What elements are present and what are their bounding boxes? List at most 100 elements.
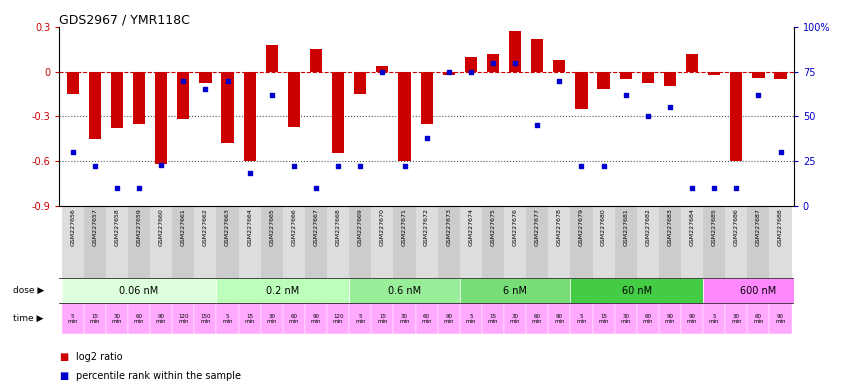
Bar: [637, 205, 659, 278]
Text: 15
min: 15 min: [90, 313, 100, 324]
Bar: [769, 205, 791, 278]
Text: 5
min: 5 min: [576, 313, 587, 324]
Bar: [261, 205, 283, 278]
Bar: [266, 45, 278, 71]
Text: GSM227663: GSM227663: [225, 208, 230, 246]
Bar: [708, 71, 720, 74]
Point: [243, 170, 256, 177]
Text: 5
min: 5 min: [465, 313, 476, 324]
Bar: [774, 71, 787, 79]
Text: 5
min: 5 min: [355, 313, 366, 324]
Bar: [349, 205, 371, 278]
Point: [66, 149, 80, 155]
Point: [707, 185, 721, 191]
Text: 60 nM: 60 nM: [621, 286, 652, 296]
Bar: [371, 205, 393, 278]
Text: GSM227681: GSM227681: [623, 208, 628, 245]
Text: 0.6 nM: 0.6 nM: [388, 286, 421, 296]
Bar: [615, 205, 637, 278]
Text: ■: ■: [59, 371, 69, 381]
Text: GSM227675: GSM227675: [491, 208, 496, 246]
Bar: [703, 205, 725, 278]
Text: 30
min: 30 min: [267, 313, 277, 324]
Text: GDS2967 / YMR118C: GDS2967 / YMR118C: [59, 14, 190, 27]
Bar: [172, 205, 194, 278]
Bar: [747, 205, 769, 278]
Text: GSM227672: GSM227672: [424, 208, 429, 246]
Bar: [571, 278, 703, 303]
Text: GSM227673: GSM227673: [447, 208, 451, 246]
Text: 90
min: 90 min: [443, 313, 454, 324]
Text: 60
min: 60 min: [532, 313, 543, 324]
Bar: [593, 303, 615, 334]
Text: GSM227665: GSM227665: [269, 208, 274, 245]
Text: 60
min: 60 min: [643, 313, 653, 324]
Text: GSM227680: GSM227680: [601, 208, 606, 245]
Text: GSM227662: GSM227662: [203, 208, 208, 246]
Text: GSM227661: GSM227661: [181, 208, 186, 245]
Text: 90
min: 90 min: [311, 313, 321, 324]
Text: GSM227668: GSM227668: [335, 208, 340, 245]
Point: [309, 185, 323, 191]
Text: log2 ratio: log2 ratio: [76, 352, 123, 362]
Text: 0.06 nM: 0.06 nM: [120, 286, 159, 296]
Bar: [703, 278, 813, 303]
Bar: [526, 303, 548, 334]
Bar: [686, 54, 698, 71]
Bar: [576, 71, 588, 109]
Bar: [393, 303, 415, 334]
Bar: [747, 303, 769, 334]
Bar: [200, 71, 211, 83]
Bar: [106, 303, 128, 334]
Bar: [482, 303, 504, 334]
Bar: [482, 205, 504, 278]
Point: [509, 60, 522, 66]
Text: GSM227679: GSM227679: [579, 208, 584, 246]
Bar: [349, 278, 460, 303]
Point: [110, 185, 124, 191]
Bar: [509, 31, 521, 71]
Bar: [548, 205, 571, 278]
Bar: [393, 205, 415, 278]
Bar: [637, 303, 659, 334]
Bar: [332, 71, 344, 154]
Text: GSM227688: GSM227688: [778, 208, 783, 245]
Bar: [310, 49, 322, 71]
Bar: [155, 71, 167, 164]
Point: [353, 163, 367, 169]
Bar: [177, 71, 189, 119]
Bar: [659, 303, 681, 334]
Text: 600 nM: 600 nM: [740, 286, 777, 296]
Text: GSM227658: GSM227658: [115, 208, 120, 245]
Bar: [571, 205, 593, 278]
Point: [88, 163, 102, 169]
Bar: [659, 205, 681, 278]
Point: [442, 68, 456, 74]
Text: 0.2 nM: 0.2 nM: [267, 286, 300, 296]
Bar: [305, 303, 327, 334]
Text: 30
min: 30 min: [510, 313, 520, 324]
Bar: [615, 303, 637, 334]
Text: dose ▶: dose ▶: [13, 286, 44, 295]
Bar: [398, 71, 411, 161]
Point: [177, 78, 190, 84]
Text: 5
min: 5 min: [222, 313, 233, 324]
Point: [729, 185, 743, 191]
Text: GSM227659: GSM227659: [137, 208, 142, 246]
Text: 120
min: 120 min: [333, 313, 343, 324]
Text: GSM227656: GSM227656: [70, 208, 76, 245]
Bar: [194, 303, 216, 334]
Bar: [222, 71, 233, 143]
Text: GSM227677: GSM227677: [535, 208, 540, 246]
Text: 30
min: 30 min: [399, 313, 410, 324]
Text: GSM227660: GSM227660: [159, 208, 164, 245]
Text: GSM227685: GSM227685: [711, 208, 717, 245]
Bar: [681, 205, 703, 278]
Bar: [128, 205, 150, 278]
Bar: [327, 303, 349, 334]
Bar: [681, 303, 703, 334]
Text: 5
min: 5 min: [709, 313, 719, 324]
Text: GSM227657: GSM227657: [93, 208, 98, 246]
Text: GSM227666: GSM227666: [291, 208, 296, 245]
Text: GSM227678: GSM227678: [557, 208, 562, 246]
